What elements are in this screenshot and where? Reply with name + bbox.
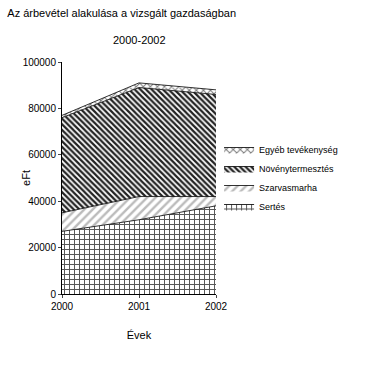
svg-text:2002: 2002 [205,301,228,312]
svg-text:40000: 40000 [28,196,56,207]
svg-text:0: 0 [50,289,56,300]
svg-text:eFt: eFt [20,170,32,186]
svg-text:Sertés: Sertés [259,202,286,212]
svg-text:2000-2002: 2000-2002 [113,34,166,46]
svg-text:2000: 2000 [51,301,74,312]
svg-text:Évek: Évek [127,329,152,341]
svg-text:Növénytermesztés: Növénytermesztés [259,164,334,174]
svg-text:60000: 60000 [28,149,56,160]
svg-text:2001: 2001 [128,301,151,312]
svg-text:100000: 100000 [23,57,57,68]
svg-text:Az árbevétel alakulása a vizsg: Az árbevétel alakulása a vizsgált gazdas… [7,7,236,19]
svg-text:20000: 20000 [28,242,56,253]
svg-text:Egyéb tevékenység: Egyéb tevékenység [259,145,338,155]
svg-text:80000: 80000 [28,103,56,114]
svg-text:Szarvasmarha: Szarvasmarha [259,183,317,193]
